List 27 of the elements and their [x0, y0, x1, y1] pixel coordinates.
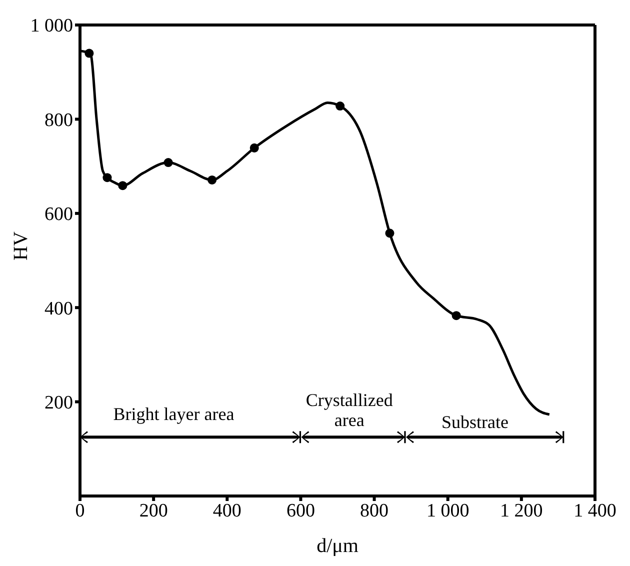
- x-tick-label: 200: [139, 500, 168, 522]
- y-tick-label: 400: [44, 298, 73, 320]
- x-tick-label: 400: [212, 500, 242, 522]
- point: [452, 311, 461, 320]
- x-tick-label: 0: [75, 500, 85, 522]
- y-tick-label: 600: [44, 204, 73, 226]
- annotation: Substrate: [442, 412, 509, 432]
- x-tick-label: 1 000: [426, 500, 470, 522]
- point: [84, 48, 94, 58]
- point: [118, 181, 128, 190]
- y-axis-title: HV: [10, 231, 32, 260]
- annotation: Crystallized area: [306, 390, 393, 430]
- point: [336, 102, 345, 111]
- x-tick-label: 600: [286, 500, 315, 522]
- point: [385, 228, 394, 238]
- y-tick-label: 800: [44, 110, 73, 131]
- annotation: Bright layer area: [113, 404, 234, 424]
- point: [164, 158, 173, 168]
- x-tick-label: 1 400: [574, 500, 616, 522]
- x-axis-title: d/μm: [316, 535, 359, 557]
- x-tick-label: 1 200: [500, 500, 543, 522]
- point: [208, 175, 217, 184]
- y-tick-label: 1 000: [30, 16, 73, 37]
- point: [102, 173, 112, 182]
- y-tick-label: 200: [44, 392, 73, 414]
- point: [250, 143, 259, 152]
- x-tick-label: 800: [360, 500, 389, 522]
